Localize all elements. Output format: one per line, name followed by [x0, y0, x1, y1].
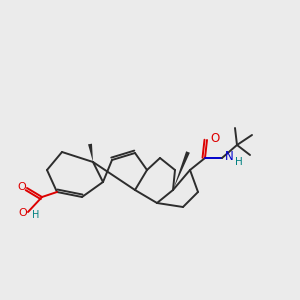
Text: O: O — [210, 133, 219, 146]
Text: H: H — [235, 157, 243, 167]
Polygon shape — [88, 144, 93, 162]
Text: N: N — [225, 151, 234, 164]
Text: O: O — [19, 208, 27, 218]
Polygon shape — [173, 151, 190, 190]
Text: H: H — [32, 210, 39, 220]
Text: O: O — [18, 182, 26, 192]
